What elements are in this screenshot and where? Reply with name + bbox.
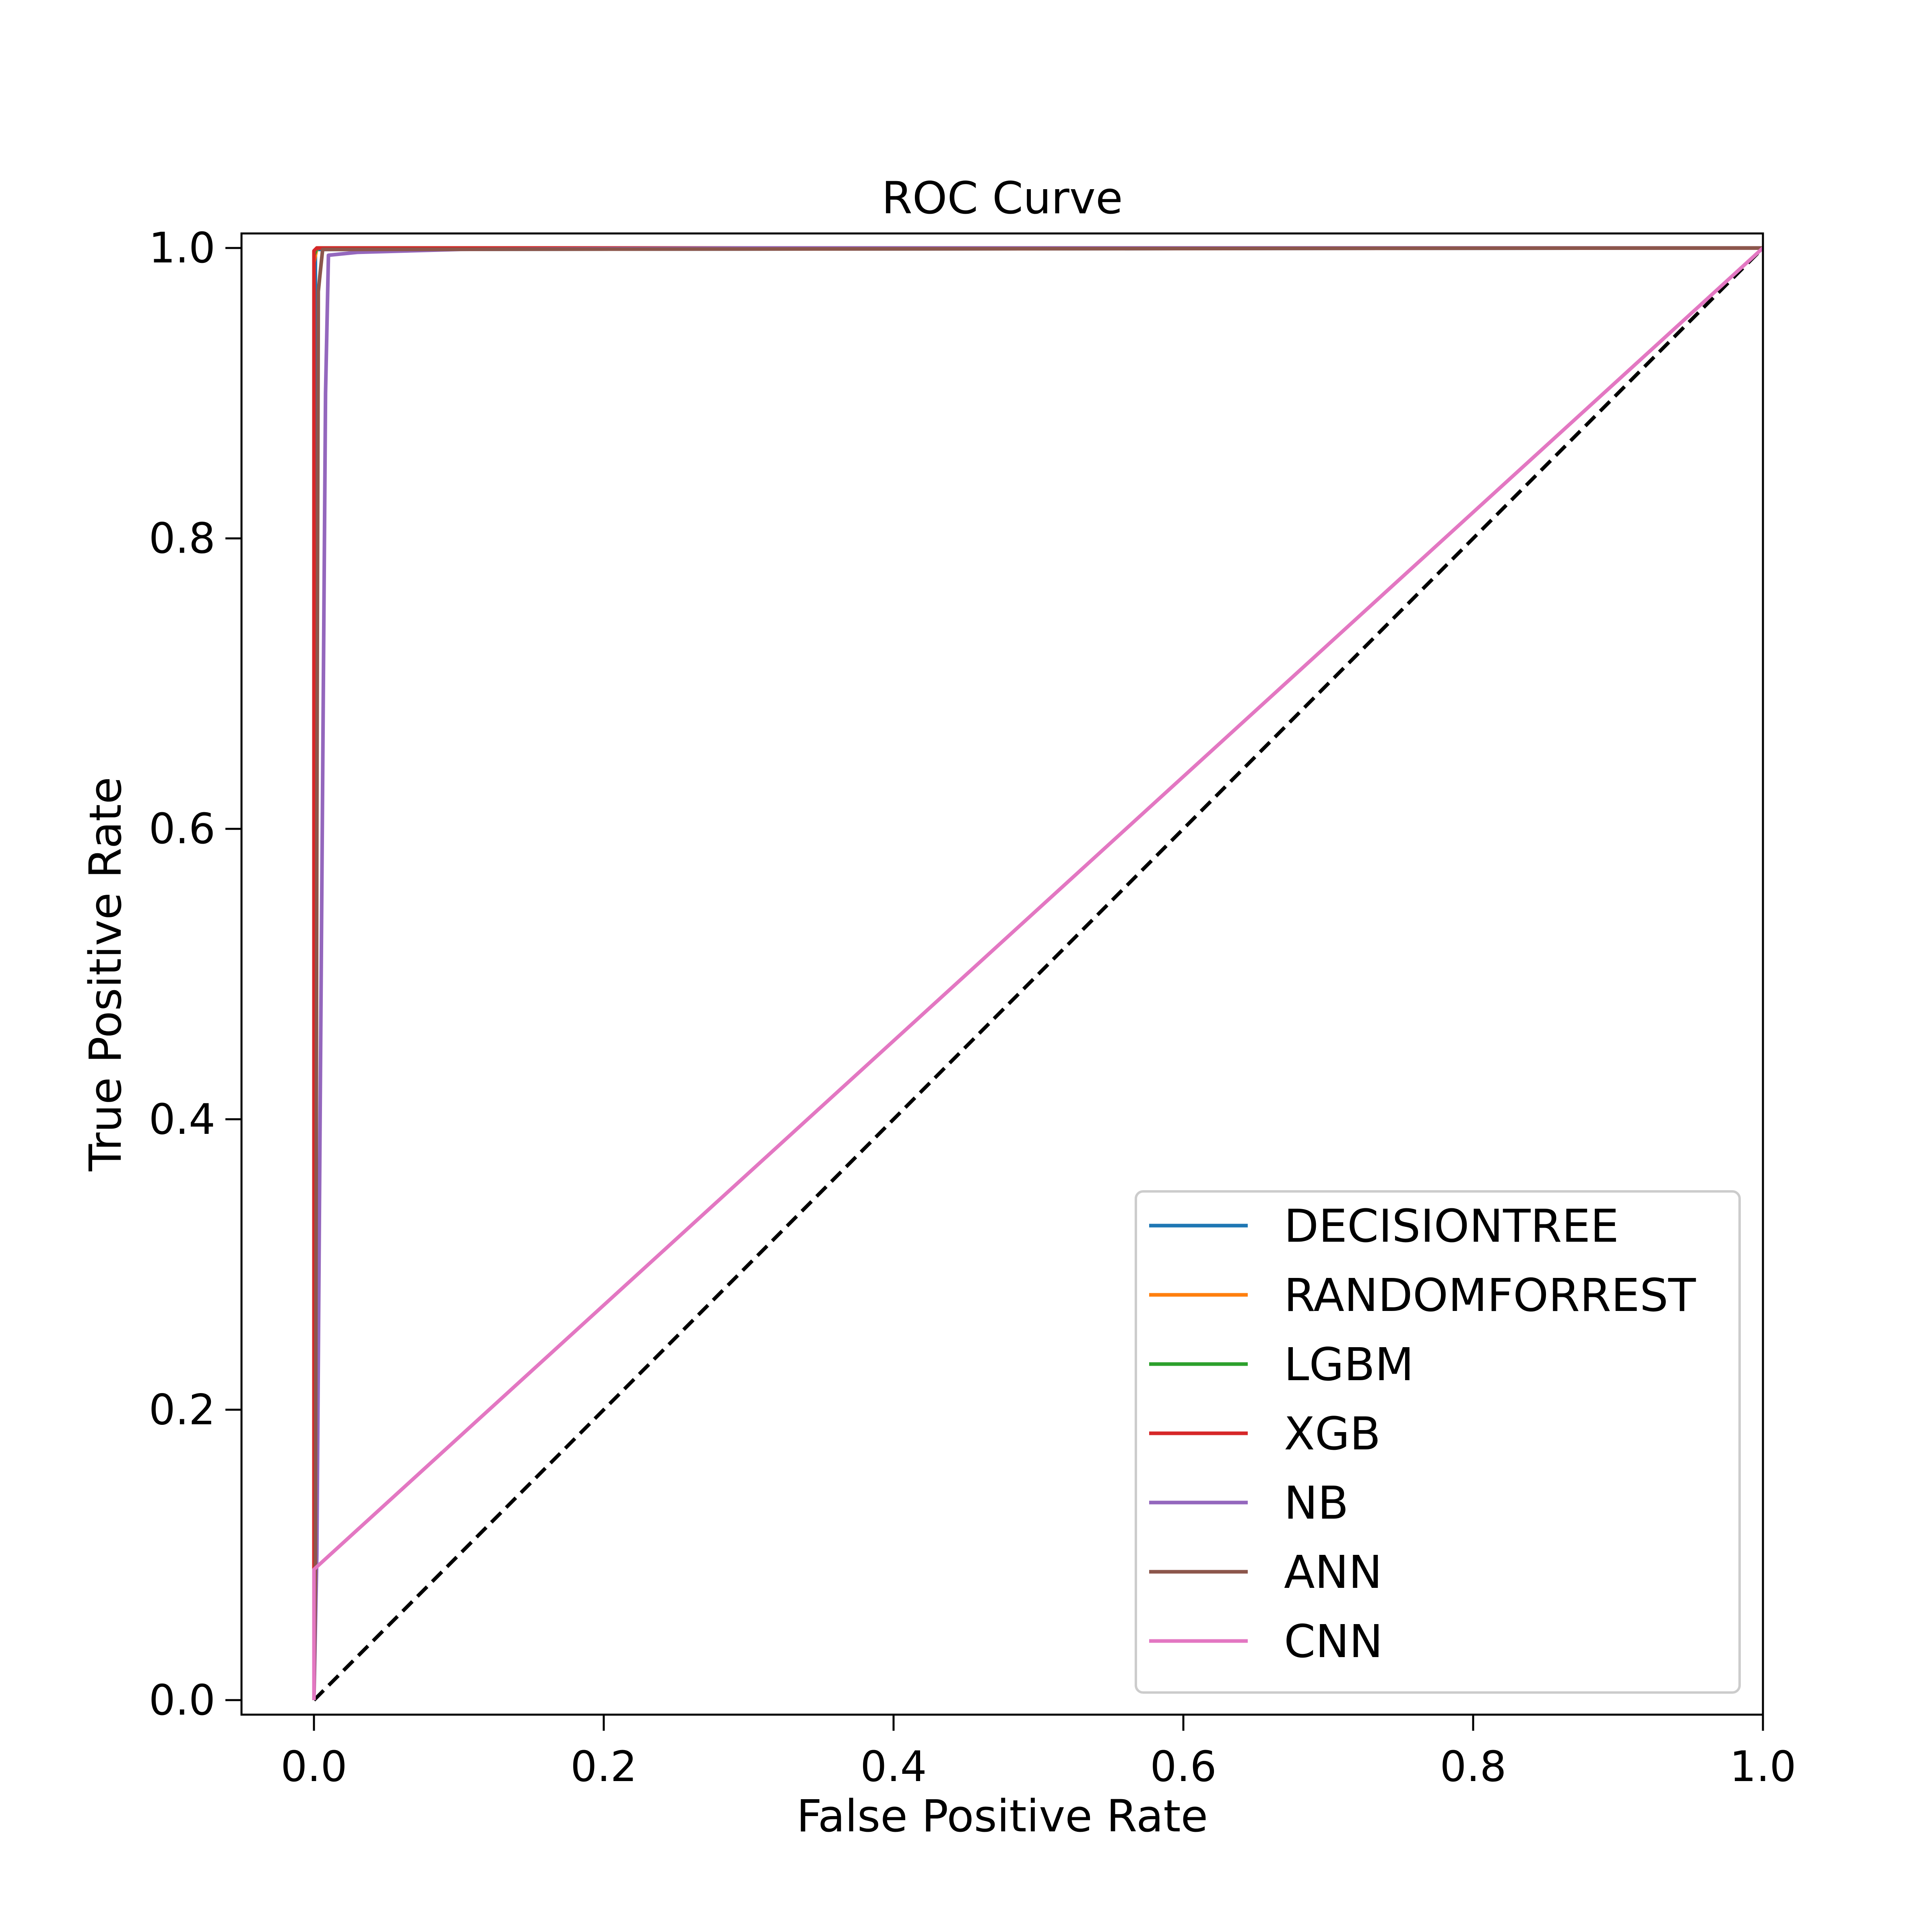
legend-box — [1135, 1190, 1741, 1694]
y-tick-label: 0.8 — [149, 514, 215, 563]
plot-frame — [240, 232, 1764, 1716]
y-tick-label: 0.2 — [149, 1385, 215, 1434]
series-line-cnn — [312, 246, 1763, 1700]
legend-label-lgbm: LGBM — [1284, 1339, 1414, 1391]
x-tick-label: 0.4 — [860, 1742, 927, 1791]
legend-label-cnn: CNN — [1284, 1616, 1383, 1668]
y-axis-label: True Positive Rate — [80, 777, 131, 1172]
chart-title: ROC Curve — [881, 172, 1123, 224]
x-tick-label: 0.2 — [570, 1742, 637, 1791]
y-tick-label: 1.0 — [149, 223, 215, 272]
x-axis-ticks: 0.0 0.2 0.4 0.6 0.8 1.0 — [281, 1715, 1796, 1791]
x-tick-label: 0.6 — [1150, 1742, 1216, 1791]
x-tick-label: 0.0 — [281, 1742, 347, 1791]
legend-label-ann: ANN — [1284, 1546, 1382, 1599]
legend-label-xgb: XGB — [1284, 1408, 1381, 1460]
y-tick-label: 0.0 — [149, 1676, 215, 1725]
data-lines — [312, 246, 1763, 1702]
legend: DECISIONTREE RANDOMFORREST LGBM XGB NB ANN CNN — [1135, 1190, 1741, 1694]
x-tick-label: 0.8 — [1440, 1742, 1506, 1791]
legend-label-decisiontree: DECISIONTREE — [1284, 1200, 1619, 1253]
y-tick-label: 0.6 — [149, 804, 215, 853]
legend-label-nb: NB — [1284, 1477, 1349, 1530]
y-tick-label: 0.4 — [149, 1095, 215, 1144]
plot-area — [240, 232, 1764, 1716]
x-axis-label: False Positive Rate — [797, 1790, 1208, 1842]
x-tick-label: 1.0 — [1730, 1742, 1796, 1791]
reference-diagonal-line — [312, 246, 1763, 1702]
legend-label-randomforrest: RANDOMFORREST — [1284, 1269, 1696, 1322]
y-axis-ticks: 0.0 0.2 0.4 0.6 0.8 1.0 — [149, 223, 242, 1725]
